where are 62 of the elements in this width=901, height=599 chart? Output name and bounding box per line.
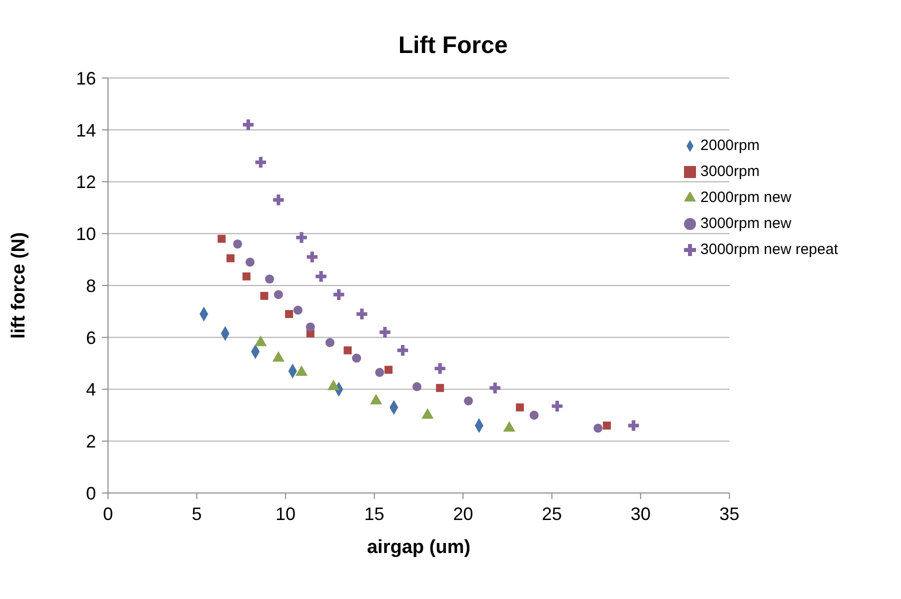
x-tick-label: 0 xyxy=(102,504,114,524)
chart-title: Lift Force xyxy=(398,32,508,59)
point xyxy=(296,232,307,243)
x-tick-label: 35 xyxy=(719,504,740,524)
point xyxy=(552,400,563,412)
legend-label: 3000rpm new repeat xyxy=(700,241,838,258)
y-tick-label: 0 xyxy=(86,483,96,504)
point xyxy=(293,306,302,315)
y-tick-label: 12 xyxy=(76,172,96,192)
point xyxy=(384,366,393,374)
point xyxy=(285,310,294,318)
point xyxy=(333,289,344,300)
point xyxy=(602,422,611,430)
point xyxy=(306,252,318,262)
y-tick-label: 8 xyxy=(86,276,96,296)
legend-label: 2000rpm xyxy=(700,137,760,154)
x-axis-title: airgap (um) xyxy=(366,537,470,558)
legend-label: 3000rpm new xyxy=(700,215,792,232)
y-tick-label: 10 xyxy=(76,224,96,244)
point xyxy=(218,234,226,243)
x-tick-label: 30 xyxy=(630,504,651,524)
point xyxy=(397,344,408,356)
x-tick-label: 5 xyxy=(192,504,202,524)
y-tick-label: 6 xyxy=(86,328,96,348)
x-tick-label: 20 xyxy=(453,504,474,524)
y-tick-label: 16 xyxy=(76,68,96,88)
point xyxy=(325,338,334,348)
point xyxy=(233,239,242,249)
y-axis-title: lift force (N) xyxy=(8,232,30,339)
point xyxy=(260,292,268,300)
point xyxy=(306,322,315,332)
point xyxy=(265,274,274,284)
legend-label: 3000rpm xyxy=(700,163,760,180)
point xyxy=(255,156,266,168)
point xyxy=(274,290,283,300)
x-tick-label: 15 xyxy=(364,504,384,524)
point xyxy=(490,382,500,394)
point xyxy=(246,258,255,267)
point xyxy=(380,326,390,338)
x-tick-label: 10 xyxy=(276,504,296,524)
point xyxy=(242,119,254,130)
y-tick-label: 4 xyxy=(86,380,96,400)
point xyxy=(628,420,639,431)
point xyxy=(273,194,284,206)
point xyxy=(352,354,362,363)
point xyxy=(530,410,539,420)
point xyxy=(242,272,250,280)
point xyxy=(226,254,235,262)
y-tick-label: 2 xyxy=(86,432,96,452)
x-tick-label: 25 xyxy=(542,504,562,524)
point xyxy=(436,384,444,392)
point xyxy=(464,396,473,406)
y-tick-label: 14 xyxy=(76,120,96,140)
point xyxy=(594,424,603,433)
point xyxy=(316,271,326,282)
point xyxy=(344,346,352,354)
point xyxy=(375,368,384,377)
point xyxy=(434,363,446,374)
point xyxy=(412,382,422,392)
point xyxy=(516,403,524,412)
legend-label: 2000rpm new xyxy=(700,189,792,206)
point xyxy=(356,308,368,320)
